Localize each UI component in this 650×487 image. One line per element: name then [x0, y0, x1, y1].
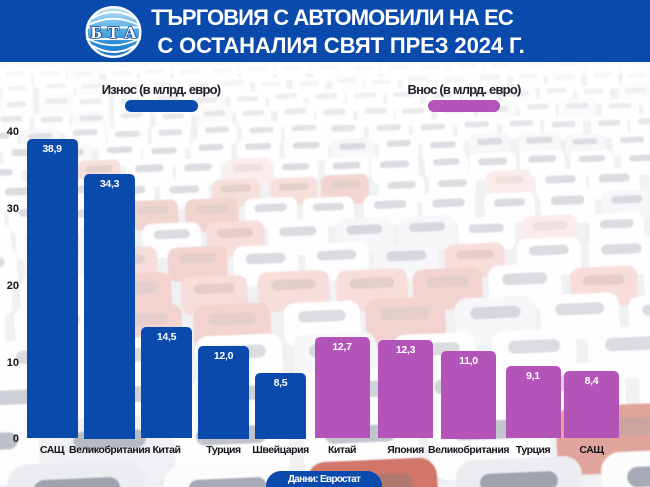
svg-text:БТА: БТА	[91, 23, 143, 42]
